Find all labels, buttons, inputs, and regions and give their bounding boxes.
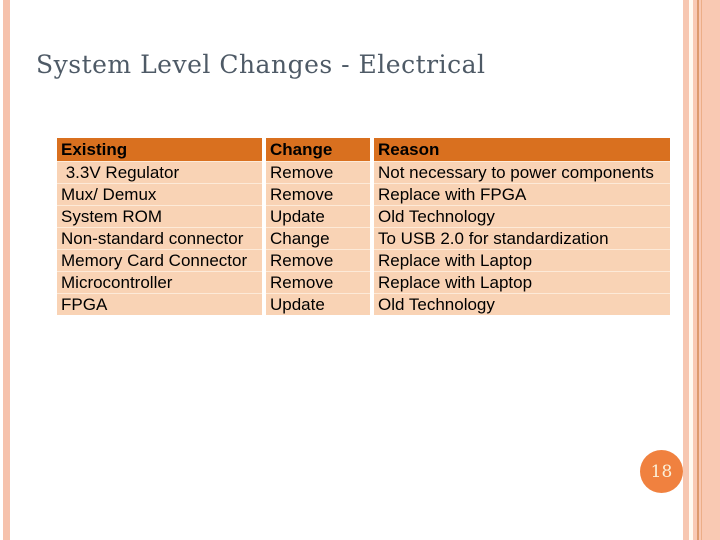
right-accent-stripe-line [697,0,699,540]
table-cell-existing: Non-standard connector [57,227,262,249]
table-row: FPGA Update Old Technology [57,293,670,315]
table-cell-change: Remove [266,183,370,205]
page-number-badge: 18 [640,450,683,493]
table-cell-change: Update [266,293,370,315]
table-row: Non-standard connector Change To USB 2.0… [57,227,670,249]
table-cell-reason: Replace with Laptop [374,249,670,271]
table-cell-existing: 3.3V Regulator [57,161,262,183]
table-cell-change: Remove [266,249,370,271]
page-number: 18 [650,461,673,482]
table-cell-reason: Not necessary to power components [374,161,670,183]
table-cell-reason: Replace with FPGA [374,183,670,205]
right-accent-stripe-thin [683,0,689,540]
table-cell-reason: Old Technology [374,205,670,227]
changes-table: Existing Change Reason 3.3V Regulator Re… [57,138,670,315]
table-cell-existing: Mux/ Demux [57,183,262,205]
table-cell-existing: System ROM [57,205,262,227]
column-header-change: Change [266,138,370,161]
slide-title: System Level Changes - Electrical [36,50,486,79]
table-cell-change: Update [266,205,370,227]
right-accent-stripe-line-faint [701,0,702,540]
table-header-row: Existing Change Reason [57,138,670,161]
table-cell-existing: Memory Card Connector [57,249,262,271]
table-cell-reason: Old Technology [374,293,670,315]
left-accent-stripe [3,0,10,540]
table-row: Memory Card Connector Remove Replace wit… [57,249,670,271]
table-cell-existing: Microcontroller [57,271,262,293]
table-cell-reason: Replace with Laptop [374,271,670,293]
table-cell-change: Remove [266,271,370,293]
table-cell-existing: FPGA [57,293,262,315]
table-cell-change: Change [266,227,370,249]
column-header-reason: Reason [374,138,670,161]
table-row: Microcontroller Remove Replace with Lapt… [57,271,670,293]
table-cell-reason: To USB 2.0 for standardization [374,227,670,249]
table-cell-change: Remove [266,161,370,183]
table-row: Mux/ Demux Remove Replace with FPGA [57,183,670,205]
column-header-existing: Existing [57,138,262,161]
table-row: System ROM Update Old Technology [57,205,670,227]
right-accent-stripe-cream [689,0,693,540]
table-row: 3.3V Regulator Remove Not necessary to p… [57,161,670,183]
